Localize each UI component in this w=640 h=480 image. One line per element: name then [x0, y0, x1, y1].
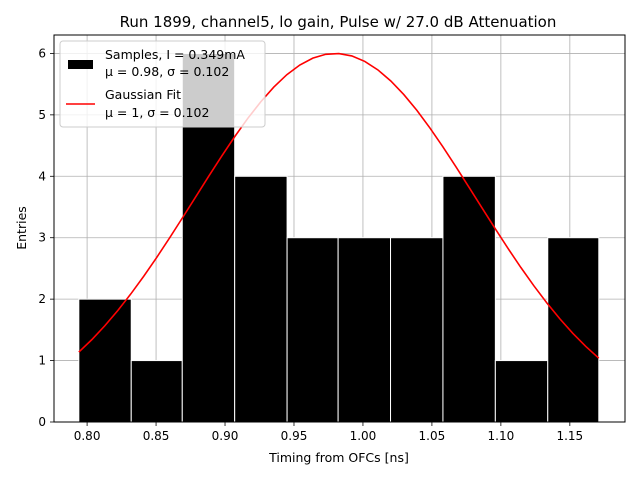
chart-title: Run 1899, channel5, lo gain, Pulse w/ 27…: [120, 13, 557, 31]
x-tick-label: 0.85: [143, 429, 170, 443]
histogram-bar: [286, 237, 339, 423]
histogram-bar: [390, 237, 444, 423]
histogram-bar: [78, 298, 132, 423]
legend-fit-label: Gaussian Fit: [105, 87, 181, 102]
x-tick-label: 1.10: [488, 429, 515, 443]
y-axis-label: Entries: [14, 206, 29, 250]
y-tick-label: 5: [38, 108, 46, 122]
y-tick-label: 0: [38, 415, 46, 429]
x-tick-label: 1.00: [350, 429, 377, 443]
legend-samples-stats: μ = 0.98, σ = 0.102: [105, 64, 229, 79]
x-axis-label: Timing from OFCs [ns]: [268, 450, 409, 465]
plot-frame: [53, 34, 626, 423]
legend-samples-swatch: [68, 60, 93, 69]
x-tick-label: 1.05: [419, 429, 446, 443]
legend: Samples, I = 0.349mA μ = 0.98, σ = 0.102…: [59, 40, 266, 128]
legend-fit-stats: μ = 1, σ = 0.102: [105, 105, 209, 120]
y-tick-label: 3: [38, 231, 46, 245]
x-tick-label: 1.15: [556, 429, 583, 443]
y-axis-ticks: 0 1 2 3 4 5 6: [38, 46, 54, 429]
legend-samples-label: Samples, I = 0.349mA: [105, 47, 245, 62]
x-tick-label: 0.80: [74, 429, 101, 443]
histogram-bar: [337, 237, 392, 423]
histogram-bar: [234, 175, 288, 423]
x-tick-label: 0.95: [281, 429, 308, 443]
gaussian-fit-line: [78, 52, 600, 359]
histogram-bar: [494, 360, 549, 423]
y-tick-label: 4: [38, 169, 46, 183]
histogram-bar: [547, 237, 600, 423]
x-axis-ticks: 0.80 0.85 0.90 0.95 1.00 1.05 1.10 1.15: [74, 422, 583, 443]
y-tick-label: 1: [38, 354, 46, 368]
histogram-bar: [442, 175, 496, 423]
y-tick-label: 6: [38, 46, 46, 60]
legend-box: [59, 40, 266, 128]
y-tick-label: 2: [38, 292, 46, 306]
gaussian-fit: [78, 52, 600, 359]
x-tick-label: 0.90: [212, 429, 239, 443]
histogram-bar: [130, 360, 183, 423]
